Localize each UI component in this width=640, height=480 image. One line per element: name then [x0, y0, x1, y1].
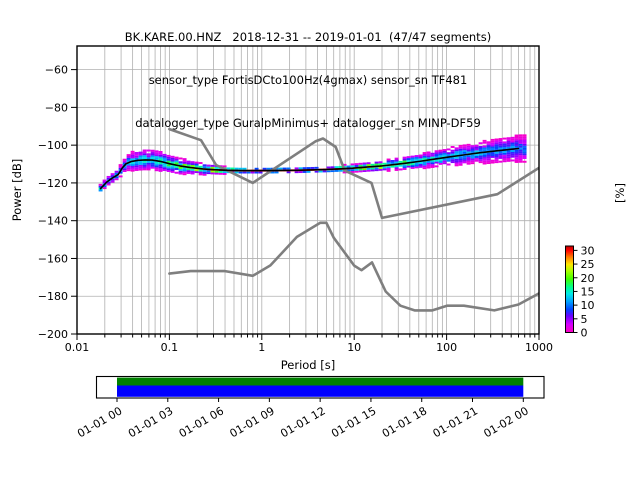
psd-mean-line: [99, 147, 520, 190]
timeline-tick-label: 01-01 15: [329, 404, 378, 440]
x-tick-label: 100: [436, 341, 457, 354]
figure-title: BK.KARE.00.HNZ 2018-12-31 -- 2019-01-01 …: [124, 29, 492, 44]
colorbar-gradient: [565, 246, 574, 333]
x-tick-label: 0.01: [65, 341, 90, 354]
y-tick-label: −100: [38, 139, 68, 152]
colorbar-tick-label: 0: [581, 327, 588, 340]
y-tick-label: −200: [38, 328, 68, 341]
timeline-tick-label: 01-01 18: [380, 404, 429, 440]
figure-subtitle-sensor: sensor_type FortisDCto100Hz(4gmax) senso…: [148, 73, 468, 88]
timeline: 01-01 00 01-01 03 01-01 06 01-01 09 01-01 12…: [75, 375, 545, 440]
colorbar-tick-label: 15: [581, 285, 595, 298]
x-tick-label: 1000: [525, 341, 553, 354]
colorbar-tick-label: 20: [581, 272, 595, 285]
colorbar-tick-label: 10: [581, 299, 595, 312]
noise-model-low-line: [168, 221, 539, 312]
timeline-tick-label: 01-01 21: [431, 404, 480, 440]
colorbar-tick-label: 25: [581, 258, 595, 271]
y-tick-label: −160: [38, 252, 68, 265]
plot-frame: [76, 45, 540, 335]
timeline-tick-label: 01-01 09: [228, 404, 277, 440]
figure-subtitle-datalogger: datalogger_type GuralpMinimus+ datalogge…: [135, 116, 481, 131]
y-axis-label: Power [dB]: [10, 159, 24, 222]
grid: [76, 46, 540, 334]
axis-tick-labels: 0.01 0.1 1 10 100 1000 −60 −80 −100 −120 −140 −160 −…: [38, 64, 553, 354]
y-tick-label: −120: [38, 177, 68, 190]
colorbar-tick-label: 30: [581, 244, 595, 257]
timeline-tick-label: 01-01 00: [75, 404, 124, 440]
y-tick-label: −60: [45, 64, 68, 77]
timeline-coverage-bottom: [117, 385, 524, 397]
timeline-tick-label: 01-01 12: [278, 404, 327, 440]
colorbar-tick-label: 5: [581, 313, 588, 326]
axis-ticks: [71, 69, 540, 340]
timeline-coverage-top: [117, 377, 524, 386]
timeline-tick-label: 01-02 00: [481, 404, 530, 440]
timeline-tick-label: 01-01 03: [126, 404, 175, 440]
colorbar-unit-label: [%]: [613, 183, 627, 203]
x-axis-label: Period [s]: [281, 358, 335, 372]
timeline-tick-label: 01-01 06: [177, 404, 226, 440]
x-tick-label: 0.1: [161, 341, 179, 354]
y-tick-label: −180: [38, 290, 68, 303]
x-tick-label: 1: [258, 341, 265, 354]
y-tick-label: −140: [38, 215, 68, 228]
x-tick-label: 10: [347, 341, 361, 354]
y-tick-label: −80: [45, 101, 68, 114]
title-block: BK.KARE.00.HNZ 2018-12-31 -- 2019-01-01 …: [0, 1, 616, 159]
noise-model-high-line: [168, 127, 539, 220]
plot-background: [77, 46, 539, 334]
